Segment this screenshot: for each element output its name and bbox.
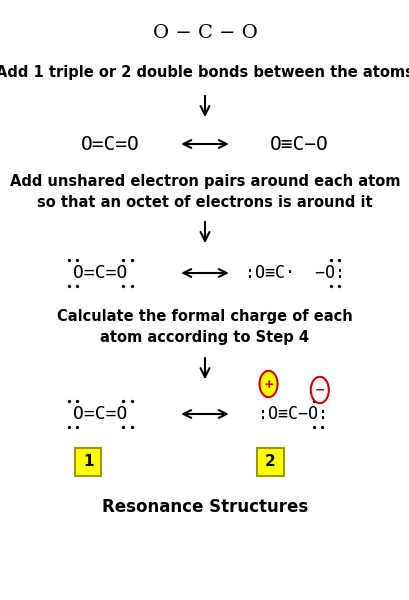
Circle shape: [310, 377, 328, 403]
Circle shape: [259, 371, 277, 397]
Text: −: −: [314, 383, 324, 397]
FancyBboxPatch shape: [257, 448, 283, 476]
Text: O − C − O: O − C − O: [152, 24, 257, 42]
Text: Calculate the formal charge of each
atom according to Step 4: Calculate the formal charge of each atom…: [57, 309, 352, 345]
Text: O=C=O: O=C=O: [73, 264, 127, 282]
Text: +: +: [263, 377, 273, 391]
Text: :O≡C·  −O:: :O≡C· −O:: [245, 264, 344, 282]
Text: O≡C−O: O≡C−O: [269, 134, 328, 154]
Text: O=C=O: O=C=O: [73, 405, 127, 423]
Text: Add 1 triple or 2 double bonds between the atoms: Add 1 triple or 2 double bonds between t…: [0, 64, 409, 79]
FancyBboxPatch shape: [75, 448, 101, 476]
Text: 2: 2: [265, 455, 275, 469]
Text: :O≡C−O:: :O≡C−O:: [258, 405, 327, 423]
Text: O=C=O: O=C=O: [81, 134, 140, 154]
Text: 1: 1: [83, 455, 93, 469]
Text: Resonance Structures: Resonance Structures: [101, 498, 308, 516]
Text: Add unshared electron pairs around each atom
so that an octet of electrons is ar: Add unshared electron pairs around each …: [10, 174, 399, 210]
